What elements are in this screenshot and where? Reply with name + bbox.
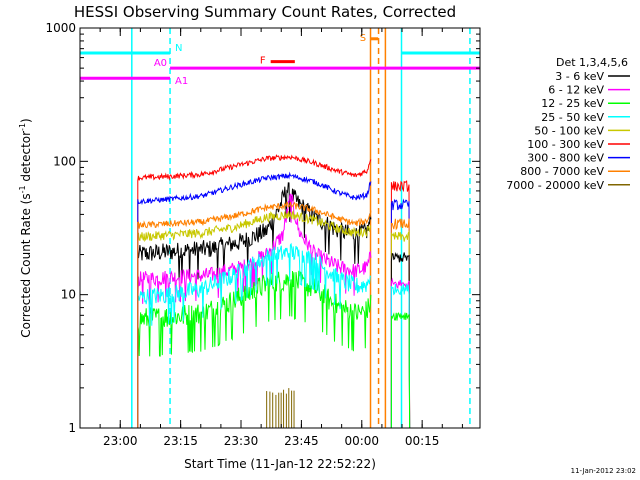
y-tick-label-0: 1 — [68, 421, 76, 435]
x-tick-label-2: 23:30 — [224, 434, 259, 448]
y-axis-label-sup2: -1 — [18, 123, 27, 131]
chart-title: HESSI Observing Summary Count Rates, Cor… — [74, 3, 456, 21]
legend-label-2: 12 - 25 keV — [541, 97, 604, 110]
y-axis-label-end: ) — [19, 118, 33, 123]
series-800-7000-kev — [137, 201, 372, 428]
after-gap-segment-6 — [390, 283, 411, 429]
y-tick-label-2: 100 — [53, 154, 76, 168]
flag-label-n: N — [175, 43, 182, 54]
y-tick-label-1: 10 — [61, 288, 76, 302]
legend-label-0: 3 - 6 keV — [555, 70, 604, 83]
legend-heading: Det 1,3,4,5,6 — [556, 56, 628, 69]
series-100-300-kev — [137, 154, 372, 428]
legend-label-7: 800 - 7000 keV — [520, 165, 604, 178]
y-axis-label-mid: detector — [19, 131, 33, 186]
legend-label-4: 50 - 100 keV — [534, 124, 604, 137]
x-tick-label-3: 23:45 — [284, 434, 319, 448]
legend-label-6: 300 - 800 keV — [527, 152, 604, 165]
series-50-100-kev — [137, 209, 372, 428]
x-axis: 23:00 23:15 23:30 23:45 00:00 00:15 — [99, 28, 463, 448]
series-12-25-kev — [137, 270, 372, 428]
after-gap-segment-7 — [390, 312, 411, 429]
after-gap-segment-4 — [390, 251, 411, 429]
legend-label-1: 6 - 12 keV — [548, 84, 604, 97]
flag-label-s: S — [360, 33, 366, 44]
plot-area: N A1 A0 F S — [80, 28, 480, 429]
y-axis-label-sup1: -1 — [18, 185, 27, 193]
footer-timestamp: 11-Jan-2012 23:02 — [571, 467, 636, 475]
y-axis-label-main: Corrected Count Rate (s — [19, 193, 33, 337]
after-gap-segment-1 — [390, 198, 411, 429]
legend-label-8: 7000 - 20000 keV — [506, 179, 604, 192]
series-25-50-kev — [137, 242, 372, 428]
series-3-6-kev — [137, 182, 372, 428]
x-tick-label-1: 23:15 — [163, 434, 198, 448]
legend-label-3: 25 - 50 keV — [541, 111, 604, 124]
plot-frame — [79, 27, 481, 429]
x-tick-label-0: 23:00 — [103, 434, 138, 448]
x-tick-label-4: 00:00 — [344, 434, 379, 448]
series-300-800-kev — [137, 171, 372, 428]
y-tick-label-3: 1000 — [45, 21, 76, 35]
flag-label-a1: A1 — [175, 76, 188, 87]
flag-label-a0: A0 — [154, 58, 167, 69]
after-gap-segment-0 — [390, 180, 411, 429]
x-axis-label: Start Time (11-Jan-12 22:52:22) — [184, 457, 376, 471]
y-axis: 1 10 100 1000 — [45, 21, 480, 435]
after-gap-segment-2 — [390, 218, 411, 429]
y-axis-label: Corrected Count Rate (s-1 detector-1) — [18, 118, 33, 337]
legend-label-5: 100 - 300 keV — [527, 138, 604, 151]
flag-label-f: F — [260, 56, 266, 67]
after-gap-segment-3 — [390, 230, 411, 429]
x-tick-label-5: 00:15 — [405, 434, 440, 448]
